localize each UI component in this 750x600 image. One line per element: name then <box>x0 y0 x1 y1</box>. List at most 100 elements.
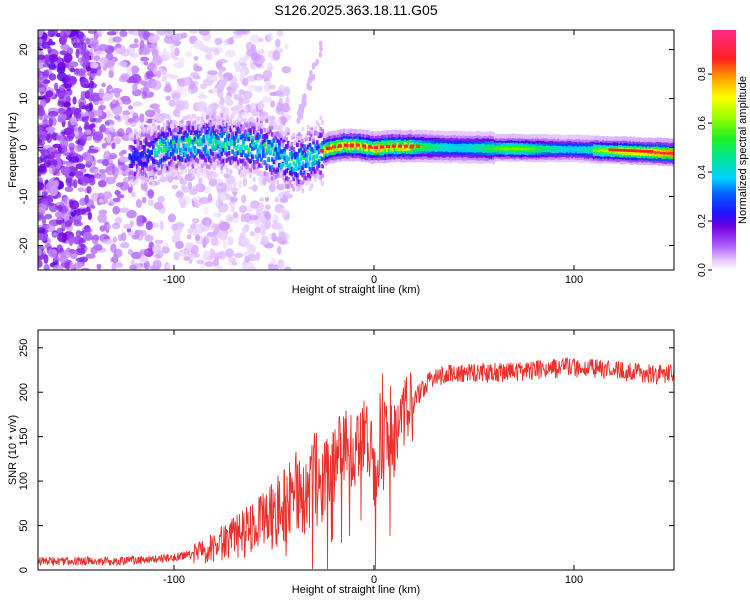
heatmap-cell <box>278 125 281 130</box>
heatmap-cell <box>335 133 339 138</box>
heatmap-cell <box>272 90 284 96</box>
heatmap-cell <box>241 194 247 204</box>
heatmap-cell <box>144 173 148 178</box>
heatmap-cell <box>290 166 294 171</box>
heatmap-cell <box>434 144 438 150</box>
heatmap-cell <box>616 152 620 157</box>
heatmap-cell <box>41 42 50 49</box>
heatmap-cell <box>472 134 476 140</box>
heatmap-cell <box>297 136 301 141</box>
heatmap-cell <box>409 129 413 134</box>
heatmap-cell <box>560 155 564 161</box>
heatmap-cell <box>474 158 477 164</box>
heatmap-cell <box>89 123 96 128</box>
heatmap-cell <box>69 237 76 244</box>
heatmap-cell <box>530 148 533 153</box>
heatmap-cell <box>326 157 330 162</box>
heatmap-cell <box>389 143 393 149</box>
heatmap-cell <box>294 154 297 160</box>
heatmap-cell <box>137 131 141 137</box>
heatmap-cell <box>537 134 540 139</box>
heatmap-cell <box>348 131 351 137</box>
heatmap-cell <box>623 150 627 155</box>
heatmap-cell <box>328 156 332 162</box>
heatmap-cell <box>164 145 168 150</box>
heatmap-cell <box>211 145 215 150</box>
heatmap-cell <box>600 136 603 141</box>
heatmap-cell <box>472 155 476 161</box>
heatmap-cell <box>177 139 180 144</box>
heatmap-cell <box>402 133 405 138</box>
heatmap-cell <box>432 155 436 160</box>
heatmap-cell <box>593 147 596 152</box>
heatmap-cell <box>229 127 233 133</box>
heatmap-cell <box>44 243 52 250</box>
heatmap-cell <box>416 138 420 143</box>
heatmap-cell <box>542 145 546 151</box>
heatmap-cell <box>296 177 299 182</box>
heatmap-cell <box>398 144 402 148</box>
heatmap-cell <box>566 145 569 151</box>
heatmap-cell <box>184 125 188 130</box>
heatmap-cell <box>87 211 93 221</box>
heatmap-cell <box>418 146 422 151</box>
heatmap-cell <box>265 132 269 138</box>
heatmap-cell <box>614 136 618 141</box>
heatmap-cell <box>270 176 274 181</box>
heatmap-cell <box>300 108 305 115</box>
heatmap-cell <box>247 124 251 129</box>
snr-x-ticks: -100 0 100 <box>163 330 583 586</box>
heatmap-cell <box>132 112 139 120</box>
heatmap-cell <box>596 156 600 161</box>
heatmap-cell <box>348 157 351 162</box>
heatmap-cell <box>463 131 467 136</box>
heatmap-cell <box>378 142 382 147</box>
heatmap-cell <box>208 178 218 187</box>
heatmap-cell <box>288 145 292 151</box>
colorbar-ticks: 0.00.20.40.60.8 <box>697 67 712 277</box>
heatmap-cell <box>404 152 407 157</box>
heatmap-cell <box>333 133 337 139</box>
heatmap-cell <box>189 153 193 158</box>
heatmap-cell <box>341 151 344 156</box>
heatmap-cell <box>164 131 168 136</box>
heatmap-cell <box>287 177 290 182</box>
heatmap-cell <box>209 139 213 144</box>
heatmap-cell <box>197 142 200 147</box>
heatmap-cell <box>566 142 569 147</box>
heatmap-cell <box>290 135 294 140</box>
heatmap-cell <box>140 46 151 56</box>
heatmap-cell <box>384 141 387 146</box>
heatmap-cell <box>387 147 391 152</box>
heatmap-cell <box>148 127 152 132</box>
heatmap-cell <box>297 163 301 168</box>
heatmap-cell <box>528 134 531 140</box>
heatmap-cell <box>522 141 526 146</box>
heatmap-cell <box>542 138 546 144</box>
heatmap-cell <box>204 167 207 173</box>
heatmap-cell <box>230 187 239 192</box>
heatmap-cell <box>643 146 647 151</box>
heatmap-cell <box>141 175 144 180</box>
heatmap-cell <box>350 143 354 147</box>
heatmap-cell <box>560 148 564 153</box>
heatmap-cell <box>166 125 170 130</box>
heatmap-cell <box>404 146 407 152</box>
heatmap-cell <box>191 139 195 145</box>
heatmap-cell <box>225 99 234 106</box>
heatmap-cell <box>145 220 153 231</box>
heatmap-cell <box>301 138 305 144</box>
heatmap-cell <box>305 136 308 141</box>
heatmap-cell <box>537 148 540 153</box>
heatmap-cell <box>603 136 607 141</box>
heatmap-cell <box>557 155 560 160</box>
heatmap-cell <box>474 144 477 149</box>
heatmap-cell <box>233 61 242 69</box>
heatmap-cell <box>632 146 636 151</box>
heatmap-cell <box>436 147 440 152</box>
heatmap-cell <box>360 155 364 160</box>
heatmap-cell <box>144 260 150 270</box>
heatmap-cell <box>476 150 479 155</box>
heatmap-cell <box>323 144 326 149</box>
heatmap-cell <box>474 151 477 156</box>
